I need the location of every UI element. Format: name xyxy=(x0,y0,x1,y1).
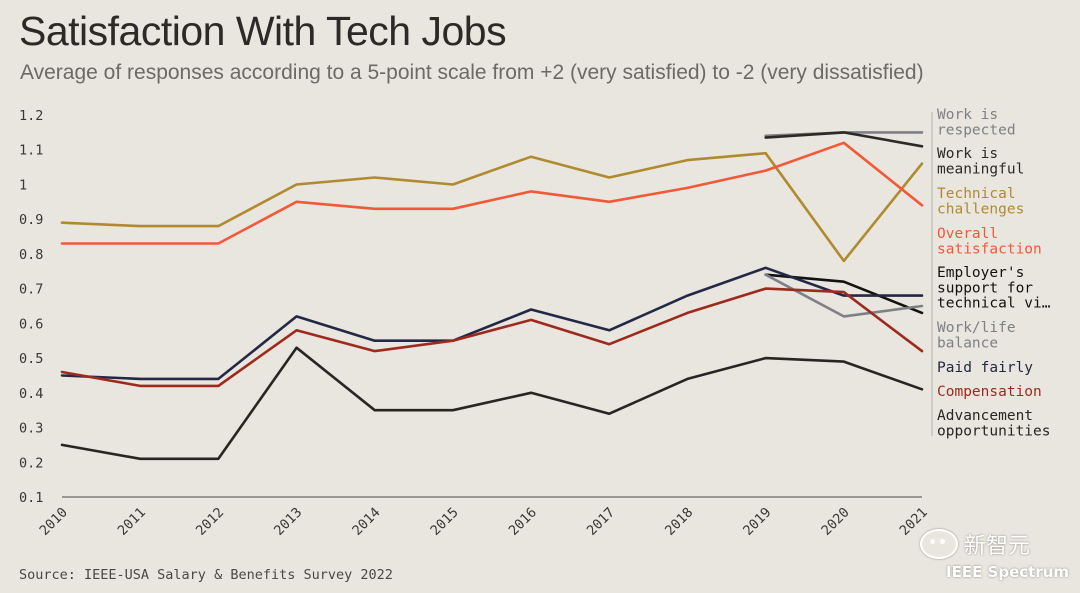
y-tick-label: 0.8 xyxy=(19,247,43,263)
series-line-8 xyxy=(60,346,924,461)
series-line-7 xyxy=(60,287,924,388)
legend-label: opportunities xyxy=(937,423,1051,439)
x-tick-label: 2013 xyxy=(271,505,305,539)
chart-title: Satisfaction With Tech Jobs xyxy=(19,8,507,54)
legend-label: Employer's xyxy=(937,265,1024,281)
y-tick-label: 1.1 xyxy=(19,143,43,159)
x-tick-label: 2020 xyxy=(818,505,852,539)
x-tick-label: 2012 xyxy=(193,505,227,539)
legend-label: Paid fairly xyxy=(937,360,1033,376)
series-line-3 xyxy=(60,141,924,245)
legend-label: Work is xyxy=(937,107,998,123)
legend-item: Paid fairly xyxy=(937,360,1033,376)
y-tick-label: 0.3 xyxy=(19,421,43,437)
y-axis: 0.1 0.2 0.3 0.4 0.5 0.6 0.7 0.8 0.9 1 1.1 1.2 xyxy=(19,108,922,506)
series-line-1 xyxy=(764,131,924,148)
legend-label: Work is xyxy=(937,146,998,162)
legend-label: technical vi… xyxy=(937,296,1051,312)
y-tick-label: 0.4 xyxy=(19,386,43,402)
watermark: 新智元 xyxy=(920,528,1030,560)
chart-subtitle: Average of responses according to a 5-po… xyxy=(20,61,924,84)
x-tick-label: 2014 xyxy=(349,505,383,539)
legend-label: Overall xyxy=(937,226,998,242)
legend-label: satisfaction xyxy=(937,241,1042,257)
publisher-logo: IEEE Spectrum xyxy=(946,563,1070,581)
legend-label: support for xyxy=(937,280,1033,296)
legend-label: respected xyxy=(937,122,1016,138)
wechat-icon xyxy=(920,529,958,559)
legend-label: balance xyxy=(937,335,998,351)
x-tick-label: 2017 xyxy=(584,505,618,539)
y-tick-label: 1 xyxy=(19,177,27,193)
y-tick-label: 0.6 xyxy=(19,316,43,332)
y-tick-label: 0.1 xyxy=(19,490,43,506)
legend-label: Technical xyxy=(937,186,1016,202)
legend-label: Work/life xyxy=(937,320,1016,336)
x-tick-label: 2016 xyxy=(506,505,540,539)
y-tick-label: 0.7 xyxy=(19,282,43,298)
source-note: Source: IEEE-USA Salary & Benefits Surve… xyxy=(19,567,393,583)
legend-label: challenges xyxy=(937,201,1024,217)
series-line-6 xyxy=(60,266,924,381)
legend-label: meaningful xyxy=(937,161,1024,177)
watermark-text: 新智元 xyxy=(964,534,1031,559)
x-tick-label: 2015 xyxy=(427,505,461,539)
y-tick-label: 0.5 xyxy=(19,351,43,367)
legend-label: Advancement xyxy=(937,408,1033,424)
legend-label: Compensation xyxy=(937,384,1042,400)
x-axis: 2010 2011 2012 2013 2014 2015 2016 2017 2018 2019… xyxy=(37,505,931,539)
x-tick-label: 2011 xyxy=(115,505,149,539)
series-lines xyxy=(60,131,924,461)
legend-item: Compensation xyxy=(937,384,1042,400)
x-tick-label: 2018 xyxy=(662,505,696,539)
y-tick-label: 1.2 xyxy=(19,108,43,124)
y-tick-label: 0.9 xyxy=(19,212,43,228)
series-line-4 xyxy=(764,273,924,315)
x-tick-label: 2010 xyxy=(37,505,71,539)
y-tick-label: 0.2 xyxy=(19,455,43,471)
x-tick-label: 2019 xyxy=(740,505,774,539)
series-line-2 xyxy=(60,151,924,263)
